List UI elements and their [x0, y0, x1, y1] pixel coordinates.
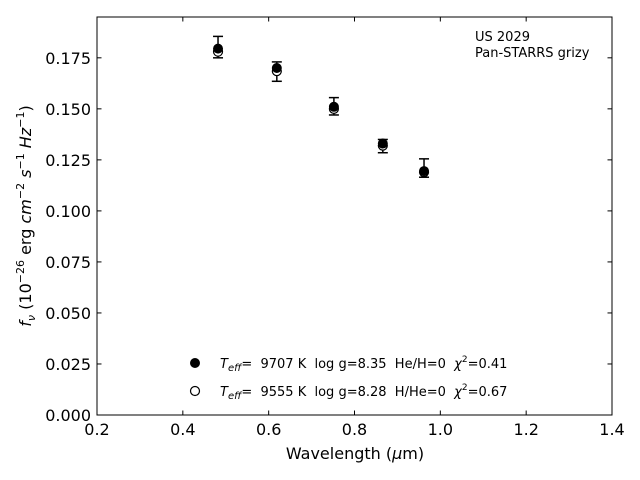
x-tick-label: 0.2	[84, 420, 109, 439]
x-tick-label: 0.6	[256, 420, 281, 439]
y-tick-label: 0.175	[45, 49, 91, 68]
model-point-filled	[271, 63, 282, 74]
annotation-object-name: US 2029	[475, 30, 530, 45]
x-tick-label: 0.4	[170, 420, 195, 439]
legend-marker-filled	[190, 358, 200, 368]
x-tick-label: 0.8	[342, 420, 367, 439]
x-axis-label: Wavelength (μm)	[286, 444, 424, 463]
y-tick-label: 0.075	[45, 253, 91, 272]
y-tick-label: 0.050	[45, 304, 91, 323]
legend-entry-2: Teff= 9555 K log g=8.28 H/He=0 χ2=0.67	[220, 383, 507, 402]
x-tick-label: 1.2	[513, 420, 538, 439]
model-point-filled	[419, 166, 430, 177]
plot-frame	[96, 16, 613, 416]
y-tick-label: 0.000	[45, 406, 91, 425]
model-point-filled	[377, 138, 388, 149]
legend-entry-1: Teff= 9707 K log g=8.35 He/H=0 χ2=0.41	[220, 355, 507, 374]
y-tick-label: 0.100	[45, 202, 91, 221]
legend-marker-open	[189, 385, 201, 397]
model-point-filled	[213, 43, 224, 54]
annotation-survey-name: Pan-STARRS grizy	[475, 46, 590, 61]
model-point-filled	[328, 101, 339, 112]
legend: Teff= 9707 K log g=8.35 He/H=0 χ2=0.41 T…	[189, 355, 507, 402]
error-bars	[213, 35, 430, 178]
axis-ticks: 0.2 0.4 0.6 0.8 1.0 1.2 1.4 0.000 0.025 0.050 0.07…	[45, 17, 625, 439]
x-tick-label: 1.0	[428, 420, 453, 439]
x-tick-label: 1.4	[599, 420, 624, 439]
y-tick-label: 0.125	[45, 151, 91, 170]
y-tick-label: 0.025	[45, 355, 91, 374]
y-axis-label: fν (10−26 erg cm−2 s−1 Hz−1)	[14, 105, 38, 326]
y-tick-label: 0.150	[45, 100, 91, 119]
data-points	[212, 43, 430, 178]
